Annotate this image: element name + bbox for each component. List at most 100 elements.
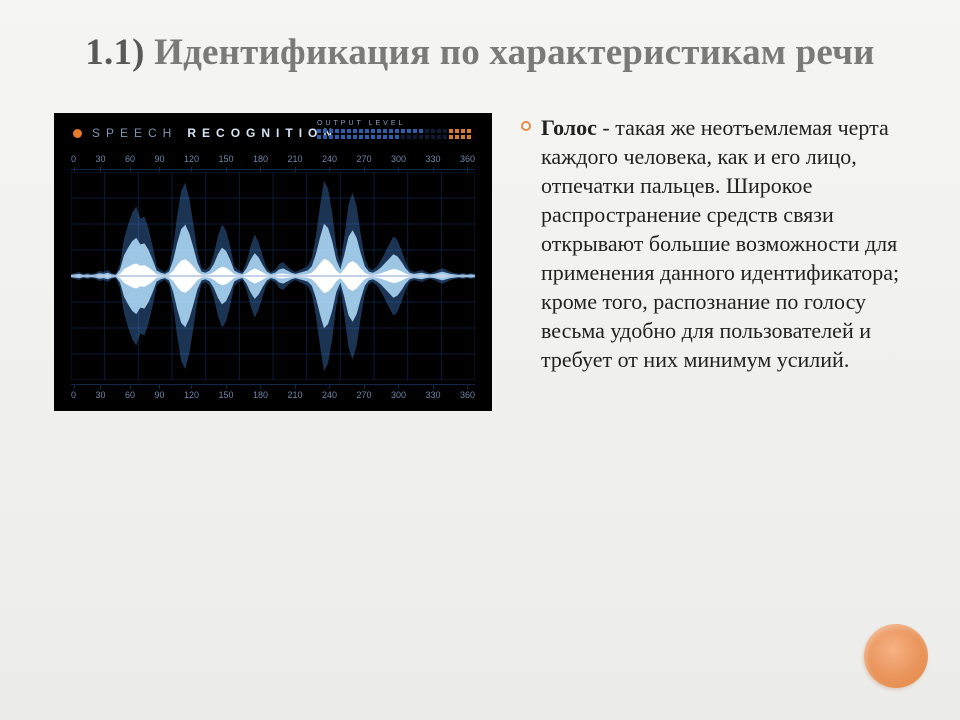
level-cell (413, 135, 417, 139)
level-cell (317, 135, 321, 139)
left-column: SPEECH RECOGNITION OUTPUT LEVEL 0 30 60 90 1… (48, 113, 493, 411)
level-cell (341, 129, 345, 133)
level-cell (383, 129, 387, 133)
scale-tick: 30 (95, 154, 105, 166)
level-cell (347, 129, 351, 133)
slide: 1.1) Идентификация по характеристикам ре… (0, 0, 960, 720)
level-cell (467, 129, 471, 133)
level-cell (437, 135, 441, 139)
scale-tick: 240 (322, 390, 337, 400)
scale-tick: 60 (125, 154, 135, 166)
scale-tick: 120 (184, 154, 199, 166)
scale-tick: 0 (71, 390, 76, 400)
level-cell (329, 129, 333, 133)
scale-tick: 120 (184, 390, 199, 400)
level-cell (371, 129, 375, 133)
level-cell (383, 135, 387, 139)
right-column: Голос - такая же неотъемлемая черта кажд… (521, 113, 912, 374)
time-scale-top: 0306090120150180210240270300330360 (71, 154, 475, 170)
output-level-meter: OUTPUT LEVEL (317, 120, 477, 139)
scale-tick: 270 (356, 390, 371, 400)
level-cell (365, 129, 369, 133)
time-scale-bottom: 0306090120150180210240270300330360 (71, 384, 475, 400)
level-cell (353, 135, 357, 139)
body-paragraph: Голос - такая же неотъемлемая черта кажд… (541, 113, 912, 374)
level-cell (335, 135, 339, 139)
body-rest: - такая же неотъемлемая черта каждого че… (541, 115, 899, 372)
level-cell (419, 129, 423, 133)
scale-tick: 150 (218, 154, 233, 166)
level-cell (407, 129, 411, 133)
level-cell (419, 135, 423, 139)
scale-tick: 330 (425, 390, 440, 400)
level-cell (431, 135, 435, 139)
scale-tick: 330 (425, 154, 440, 166)
content-row: SPEECH RECOGNITION OUTPUT LEVEL 0 30 60 90 1… (48, 107, 912, 411)
level-label: OUTPUT LEVEL (317, 120, 477, 127)
level-cell (437, 129, 441, 133)
level-cell (467, 135, 471, 139)
scale-tick: 180 (253, 154, 268, 166)
scale-tick: 240 (322, 154, 337, 166)
level-cell (401, 135, 405, 139)
level-cell (335, 129, 339, 133)
scale-tick: 30 (95, 390, 105, 400)
scale-tick: 150 (218, 390, 233, 400)
body-lead-bold: Голос (541, 115, 597, 140)
scale-tick: 90 (154, 154, 164, 166)
scale-tick: 300 (391, 390, 406, 400)
level-cell (431, 129, 435, 133)
level-cell (317, 129, 321, 133)
scale-tick: 90 (154, 390, 164, 400)
level-cell (395, 135, 399, 139)
level-cell (455, 129, 459, 133)
level-cell (341, 135, 345, 139)
level-cell (359, 129, 363, 133)
scale-tick: 0 (71, 154, 76, 166)
level-cell (389, 135, 393, 139)
level-cell (449, 135, 453, 139)
level-cell (413, 129, 417, 133)
level-cell (407, 135, 411, 139)
title-text: Идентификация по характеристикам речи (154, 32, 875, 73)
scale-tick: 180 (253, 390, 268, 400)
waveform-plot (71, 172, 475, 380)
title-number: 1.1) (85, 32, 144, 73)
scale-tick: 360 (460, 390, 475, 400)
header-word-1: SPEECH (92, 126, 177, 140)
level-cell (365, 135, 369, 139)
level-cell (323, 135, 327, 139)
panel-header: SPEECH RECOGNITION (73, 126, 338, 140)
scale-tick: 210 (287, 390, 302, 400)
level-cell (443, 129, 447, 133)
level-cell (395, 129, 399, 133)
level-cell (371, 135, 375, 139)
scale-tick: 360 (460, 154, 475, 166)
level-row-2 (317, 135, 477, 139)
decorative-circle-icon (864, 624, 928, 688)
level-cell (461, 135, 465, 139)
level-cell (377, 135, 381, 139)
level-cell (443, 135, 447, 139)
level-cell (353, 129, 357, 133)
speech-recognition-panel: SPEECH RECOGNITION OUTPUT LEVEL 0 30 60 90 1… (54, 113, 492, 411)
waveform-svg (71, 172, 475, 380)
level-cell (377, 129, 381, 133)
record-indicator-icon (73, 129, 82, 138)
level-cell (461, 129, 465, 133)
level-cell (323, 129, 327, 133)
bullet-icon (521, 121, 531, 131)
level-cell (425, 129, 429, 133)
level-cell (449, 129, 453, 133)
level-cell (455, 135, 459, 139)
level-cell (329, 135, 333, 139)
level-cell (359, 135, 363, 139)
level-cell (425, 135, 429, 139)
slide-title: 1.1) Идентификация по характеристикам ре… (48, 30, 912, 75)
scale-tick: 210 (287, 154, 302, 166)
level-cell (347, 135, 351, 139)
header-word-2: RECOGNITION (187, 126, 338, 140)
level-cell (401, 129, 405, 133)
scale-tick: 270 (356, 154, 371, 166)
level-cell (389, 129, 393, 133)
